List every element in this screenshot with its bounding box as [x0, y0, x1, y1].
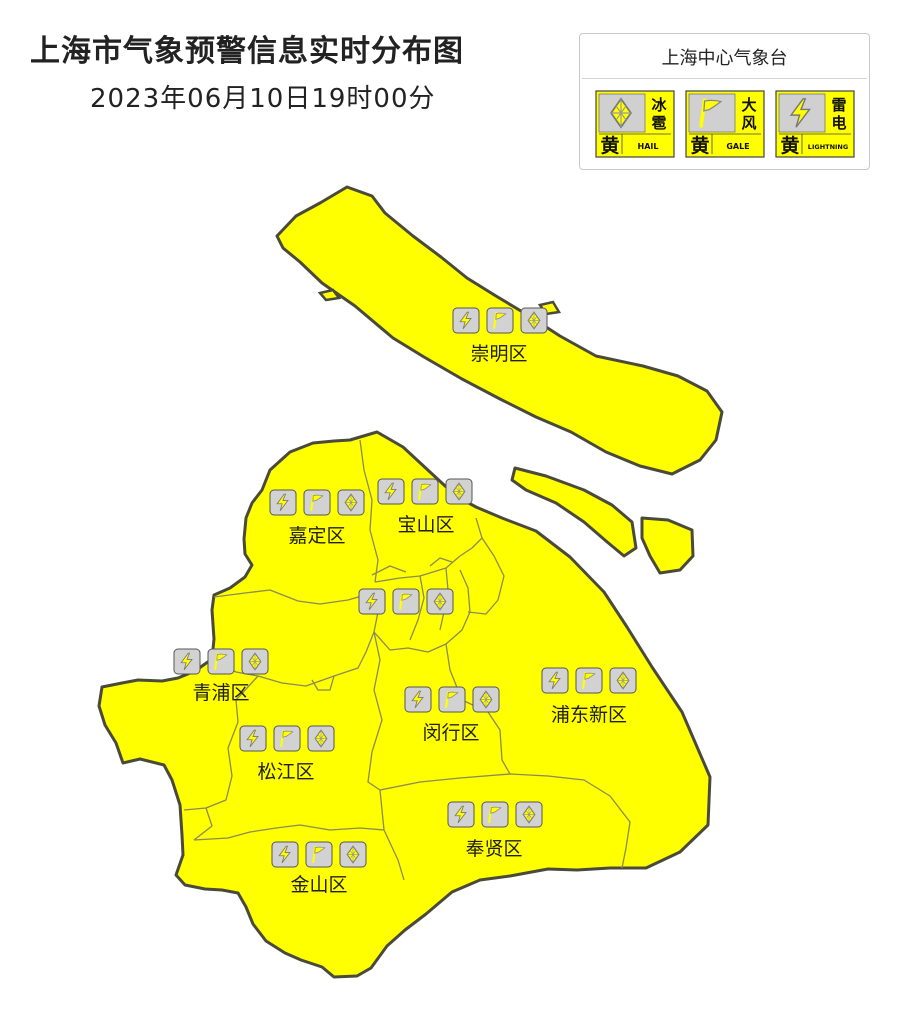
legend-signal-en: GALE	[726, 142, 749, 151]
warning-badge-hail[interactable]	[472, 686, 500, 713]
legend-signal-name-top: 雷	[831, 96, 846, 114]
district-warnings-minhang	[404, 686, 500, 713]
district-warnings-qingpu	[173, 648, 269, 675]
district-label-qingpu: 青浦区	[192, 682, 249, 704]
legend-signal-hail: 冰雹黄 HAIL	[595, 90, 675, 158]
warning-badge-hail[interactable]	[307, 725, 335, 752]
warning-badge-lightning[interactable]	[269, 489, 297, 516]
warning-badge-lightning[interactable]	[541, 667, 569, 694]
warning-badge-hail[interactable]	[337, 489, 365, 516]
warning-badge-lightning[interactable]	[404, 686, 432, 713]
warning-badges	[173, 307, 637, 868]
warning-badge-hail[interactable]	[515, 801, 543, 828]
page-title: 上海市气象预警信息实时分布图	[30, 34, 464, 69]
district-label-songjiang: 松江区	[257, 761, 314, 783]
legend-issuer: 上海中心气象台	[661, 48, 788, 69]
warning-badge-lightning[interactable]	[358, 588, 386, 615]
legend-divider	[582, 78, 867, 79]
warning-badge-hail[interactable]	[339, 841, 367, 868]
warning-badge-hail[interactable]	[445, 478, 473, 505]
warning-badge-gale[interactable]	[481, 801, 509, 828]
legend-signal-level: 黄	[600, 134, 619, 157]
district-label-jinshan: 金山区	[290, 874, 347, 896]
district-label-minhang: 闵行区	[422, 722, 479, 744]
legend-signal-name-bottom: 雹	[651, 114, 666, 132]
district-warnings-chongming	[452, 307, 548, 334]
island-changxing	[510, 466, 638, 558]
legend-signal-name-bottom: 电	[831, 114, 846, 132]
warning-badge-lightning[interactable]	[447, 801, 475, 828]
warning-badge-gale[interactable]	[486, 307, 514, 334]
district-warnings-songjiang	[239, 725, 335, 752]
warning-badge-gale[interactable]	[273, 725, 301, 752]
legend-signal-level: 黄	[690, 134, 709, 157]
warning-badge-gale[interactable]	[575, 667, 603, 694]
warning-badge-gale[interactable]	[305, 841, 333, 868]
legend-signal-name-bottom: 风	[741, 114, 756, 132]
district-label-fengxian: 奉贤区	[465, 838, 522, 860]
legend-signal-lightning: 雷电黄 LIGHTNING	[775, 90, 855, 158]
legend-signals: 冰雹黄 HAIL 大风黄 GALE 雷电黄 LIGHTNING	[595, 90, 855, 158]
legend-signal-name-top: 冰	[651, 96, 667, 114]
district-warnings-central	[358, 588, 454, 615]
warning-badge-hail[interactable]	[241, 648, 269, 675]
warning-badge-gale[interactable]	[411, 478, 439, 505]
district-warnings-jiading	[269, 489, 365, 516]
district-label-baoshan: 宝山区	[397, 514, 454, 536]
district-warnings-fengxian	[447, 801, 543, 828]
warning-badge-gale[interactable]	[392, 588, 420, 615]
district-label-chongming: 崇明区	[470, 343, 527, 365]
legend-signal-gale: 大风黄 GALE	[685, 90, 765, 158]
district-borders	[183, 439, 631, 881]
warning-badge-gale[interactable]	[303, 489, 331, 516]
district-warnings-baoshan	[377, 478, 473, 505]
land-layer	[97, 185, 724, 979]
warning-badge-lightning[interactable]	[377, 478, 405, 505]
district-warnings-jinshan	[271, 841, 367, 868]
islet-west	[317, 288, 342, 302]
issue-datetime: 2023年06月10日19时00分	[90, 84, 436, 114]
legend-signal-name-top: 大	[741, 96, 756, 114]
legend-signal-en: LIGHTNING	[808, 143, 848, 151]
warning-badge-lightning[interactable]	[173, 648, 201, 675]
legend-panel: 上海中心气象台 冰雹黄 HAIL 大风黄 GALE 雷电黄 LIGHTNING	[579, 33, 870, 170]
district-label-pudong: 浦东新区	[551, 704, 627, 726]
warning-badge-lightning[interactable]	[271, 841, 299, 868]
warning-badge-gale[interactable]	[438, 686, 466, 713]
warning-badge-hail[interactable]	[426, 588, 454, 615]
district-label-jiading: 嘉定区	[288, 525, 345, 547]
warning-badge-lightning[interactable]	[239, 725, 267, 752]
warning-badge-hail[interactable]	[609, 667, 637, 694]
island-hengsha	[640, 516, 695, 575]
warning-badge-gale[interactable]	[207, 648, 235, 675]
legend-signal-level: 黄	[780, 134, 799, 157]
warning-badge-hail[interactable]	[520, 307, 548, 334]
legend-signal-en: HAIL	[638, 142, 659, 151]
district-warnings-pudong	[541, 667, 637, 694]
warning-badge-lightning[interactable]	[452, 307, 480, 334]
